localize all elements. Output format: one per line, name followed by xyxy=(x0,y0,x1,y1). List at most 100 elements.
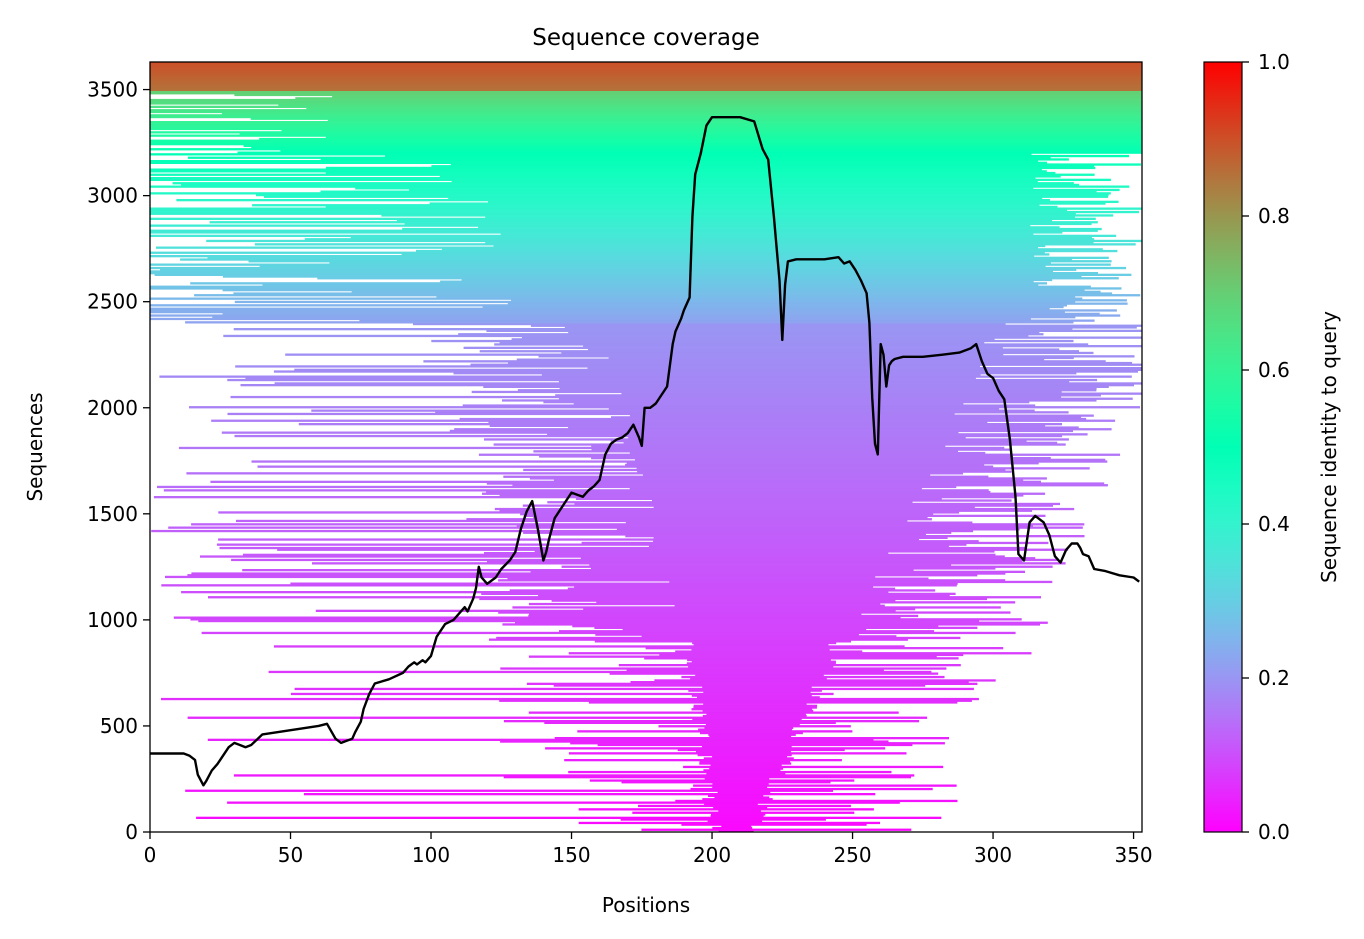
coverage-bar xyxy=(695,674,824,677)
coverage-bar xyxy=(564,759,842,762)
coverage-bar xyxy=(558,397,1133,400)
coverage-bar xyxy=(702,714,807,718)
coverage-bar xyxy=(528,602,881,606)
coverage-bar xyxy=(481,592,956,595)
coverage-bar xyxy=(150,92,1142,95)
coverage-bar xyxy=(541,373,981,377)
coverage-bar xyxy=(187,716,928,719)
coverage-bar xyxy=(350,236,1092,239)
coverage-bar xyxy=(528,655,937,658)
colorbar-tick-label: 0.2 xyxy=(1258,666,1290,690)
coverage-bar xyxy=(150,87,1142,90)
coverage-bar xyxy=(496,636,961,640)
coverage-bar xyxy=(450,163,1141,166)
coverage-bar xyxy=(221,112,1142,115)
coverage-bar xyxy=(652,499,1012,502)
coverage-bar xyxy=(332,95,1142,98)
coverage-bar xyxy=(503,720,920,723)
coverage-bar xyxy=(500,740,889,743)
coverage-bar xyxy=(159,375,1132,378)
coverage-bar xyxy=(712,826,753,830)
coverage-bar xyxy=(150,66,1142,69)
coverage-bar xyxy=(608,407,1000,411)
coverage-bar xyxy=(150,272,1098,275)
coverage-bar xyxy=(150,266,1127,270)
coverage-bar xyxy=(511,338,995,341)
coverage-bar xyxy=(471,390,1062,394)
coverage-bar xyxy=(561,565,1053,568)
coverage-bar xyxy=(653,536,948,539)
coverage-bar xyxy=(539,455,1013,458)
coverage-bar xyxy=(526,682,978,685)
coverage-bar xyxy=(706,772,786,775)
coverage-bar xyxy=(691,708,813,711)
coverage-bar xyxy=(649,545,949,548)
coverage-bar xyxy=(312,562,1066,565)
coverage-bar xyxy=(583,345,1142,348)
coverage-bar xyxy=(181,591,889,594)
coverage-bar xyxy=(185,321,1074,324)
y-tick-label: 1000 xyxy=(87,608,138,632)
coverage-bar xyxy=(706,713,806,716)
coverage-bar xyxy=(439,175,1061,178)
coverage-bar xyxy=(547,433,1088,436)
coverage-bar xyxy=(151,529,974,533)
coverage-bar xyxy=(227,412,955,416)
coverage-bar xyxy=(484,552,889,555)
coverage-bar xyxy=(625,463,985,467)
coverage-bar xyxy=(150,122,1142,125)
coverage-bar xyxy=(256,193,1109,197)
coverage-bar xyxy=(500,667,947,670)
coverage-bar xyxy=(545,747,886,750)
coverage-bar xyxy=(533,516,928,519)
coverage-bar xyxy=(625,535,1085,538)
coverage-bar xyxy=(207,256,1109,259)
coverage-bar xyxy=(206,239,1142,243)
coverage-bar xyxy=(274,382,1142,385)
y-tick-label: 2000 xyxy=(87,396,138,420)
coverage-bar xyxy=(409,188,1120,192)
coverage-bar xyxy=(621,781,831,784)
coverage-bar xyxy=(478,226,1060,229)
coverage-bar xyxy=(583,608,916,611)
coverage-bar xyxy=(591,457,1051,460)
coverage-bar xyxy=(589,779,855,782)
coverage-bar xyxy=(194,294,1141,297)
coverage-bar xyxy=(161,697,979,701)
coverage-bar xyxy=(503,776,911,779)
coverage-bar xyxy=(587,367,1142,370)
coverage-bar xyxy=(150,102,1142,105)
coverage-bar xyxy=(630,681,969,684)
coverage-bar xyxy=(423,360,1106,363)
y-tick-label: 3000 xyxy=(87,184,138,208)
coverage-bar xyxy=(207,738,874,741)
coverage-bar xyxy=(150,100,1142,103)
coverage-bar xyxy=(219,546,1026,550)
coverage-bar xyxy=(150,285,1091,288)
coverage-bar xyxy=(150,317,1031,321)
coverage-bar xyxy=(190,618,1022,621)
coverage-bars xyxy=(150,62,1142,832)
coverage-bar xyxy=(645,647,1004,650)
coverage-bar xyxy=(529,613,862,616)
coverage-bar xyxy=(488,200,1119,203)
coverage-bar xyxy=(285,353,1004,356)
coverage-bar xyxy=(150,231,1063,234)
coverage-bar xyxy=(150,173,1095,176)
coverage-bar xyxy=(208,596,1041,599)
coverage-bar xyxy=(243,144,1142,147)
coverage-bar xyxy=(637,470,1012,473)
coverage-bar xyxy=(222,312,1100,315)
coverage-bar xyxy=(294,687,974,691)
coverage-bar xyxy=(704,803,758,806)
coverage-bar xyxy=(591,445,946,448)
coverage-bar xyxy=(616,528,1020,531)
coverage-bar xyxy=(150,314,1121,317)
coverage-bar xyxy=(239,132,1142,136)
coverage-bar xyxy=(553,479,1024,482)
coverage-bar xyxy=(675,799,958,803)
coverage-bar xyxy=(150,224,1031,227)
coverage-bar xyxy=(178,446,1005,450)
coverage-bar xyxy=(558,380,1070,383)
